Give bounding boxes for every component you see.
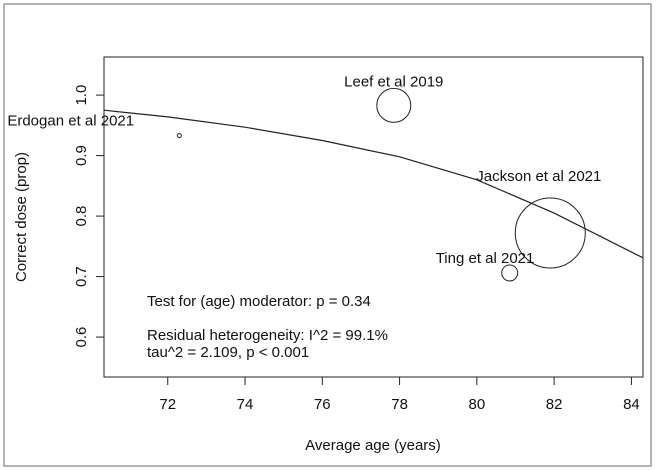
point-label: Leef et al 2019 <box>344 73 443 90</box>
annotation: Residual heterogeneity: I^2 = 99.1% <box>147 327 388 344</box>
bubble <box>514 197 586 269</box>
y-axis-title: Correct dose (prop) <box>13 152 30 282</box>
x-tick-label: 82 <box>546 396 563 413</box>
x-tick-label: 74 <box>237 396 254 413</box>
x-tick-label: 84 <box>623 396 640 413</box>
y-tick-label: 0.9 <box>73 145 90 166</box>
x-tick-label: 80 <box>469 396 486 413</box>
x-tick-label: 78 <box>391 396 408 413</box>
point-label: Erdogan et al 2021 <box>7 113 134 130</box>
x-tick-label: 76 <box>314 396 331 413</box>
y-tick-label: 0.7 <box>73 266 90 287</box>
annotation: Test for (age) moderator: p = 0.34 <box>147 293 371 310</box>
y-tick-label: 0.8 <box>73 206 90 227</box>
bubble <box>176 133 182 139</box>
x-axis-title: Average age (years) <box>305 437 441 454</box>
y-tick-label: 1.0 <box>73 85 90 106</box>
x-tick-label: 72 <box>159 396 176 413</box>
bubble <box>376 87 412 123</box>
y-tick-label: 0.6 <box>73 327 90 348</box>
bubble <box>501 264 519 282</box>
point-label: Ting et al 2021 <box>436 250 535 267</box>
fit-line <box>103 109 644 259</box>
point-label: Jackson et al 2021 <box>476 168 601 185</box>
frame <box>3 3 652 467</box>
annotation: tau^2 = 2.109, p < 0.001 <box>147 344 309 361</box>
